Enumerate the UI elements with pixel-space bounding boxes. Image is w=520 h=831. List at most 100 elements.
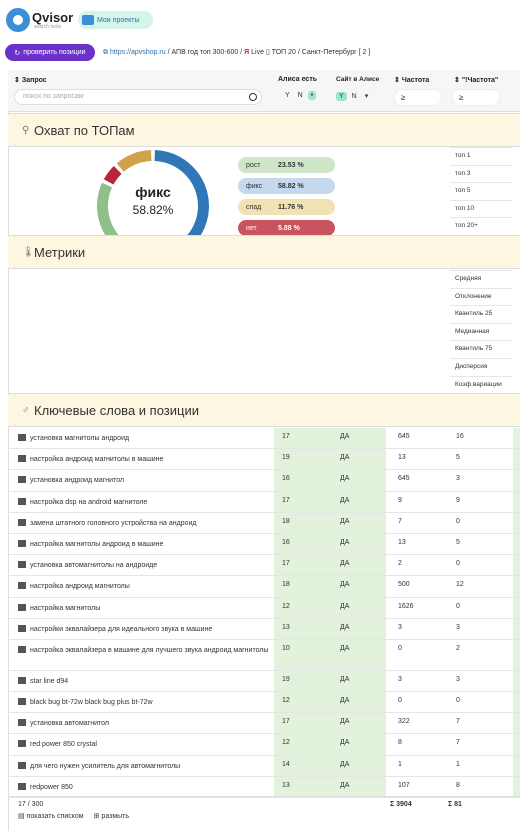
image-icon[interactable] <box>18 719 26 727</box>
show-list-button[interactable]: ▤ показать списком <box>18 813 84 820</box>
table-row[interactable]: установка автомагнитолы на андроиде 17 ДА 2… <box>8 555 520 577</box>
metrics-section-header[interactable]: 🌡 Метрики <box>8 235 520 269</box>
query-cell[interactable]: установка андроид магнитол <box>18 475 278 486</box>
col-freq[interactable]: ⇕ Частота <box>394 77 430 84</box>
image-icon[interactable] <box>18 603 26 611</box>
query-cell[interactable]: black bug bt-72w black bug plus bt-72w <box>18 697 278 708</box>
logo-icon[interactable] <box>6 8 30 32</box>
col-alice[interactable]: Алиса есть <box>278 76 318 83</box>
image-icon[interactable] <box>18 624 26 632</box>
query-cell[interactable]: установка автомагнитол <box>18 718 278 729</box>
query-cell[interactable]: настройки эквалайзера для идеального зву… <box>18 624 278 635</box>
image-icon[interactable] <box>18 434 26 441</box>
spread-button[interactable]: ⊞ размыть <box>93 813 130 820</box>
project-line: ↻ проверить позиции ⧉ https://apvshop.ru… <box>0 44 520 64</box>
table-row[interactable]: black bug bt-72w black bug plus bt-72w 12… <box>8 692 520 714</box>
site-alice-cell: ДА <box>330 692 386 713</box>
check-positions-button[interactable]: ↻ проверить позиции <box>5 44 95 61</box>
table-row[interactable]: настройка андроид магнитолы в машине 19 ДА… <box>8 449 520 471</box>
qfreq-cell: 2 <box>456 644 460 652</box>
legend-value: 5.88 % <box>278 224 300 232</box>
freq-cell: 0 <box>398 697 402 705</box>
image-icon[interactable] <box>18 497 26 505</box>
yandex-icon: Я <box>244 49 250 56</box>
query-cell[interactable]: для чего нужен усилитель для автомагнито… <box>18 761 278 772</box>
query-cell[interactable]: настройка эквалайзера в машине для лучше… <box>18 645 278 656</box>
image-icon[interactable] <box>18 645 26 653</box>
metric-row: Квантиль 25 <box>450 305 512 323</box>
qfreq-cell: 0 <box>456 602 460 610</box>
site-alice-cell: ДА <box>330 512 386 533</box>
qfreq-cell: 3 <box>456 623 460 631</box>
table-row[interactable]: для чего нужен усилитель для автомагнито… <box>8 755 520 777</box>
query-cell[interactable]: red power 850 crystal <box>18 739 278 750</box>
next-cell <box>513 618 520 639</box>
keywords-section-header[interactable]: ♂ Ключевые слова и позиции <box>8 393 520 427</box>
table-row[interactable]: настройка эквалайзера в машине для лучше… <box>8 639 520 671</box>
query-cell[interactable]: настройка магнитолы андроид в машине <box>18 539 278 550</box>
table-row[interactable]: настройка dsp на android магнитоле 17 ДА 9 9 <box>8 491 520 513</box>
table-row[interactable]: настройка андроид магнитолы 18 ДА 500 12 <box>8 576 520 598</box>
site-alice-filter[interactable]: Y N ▾ <box>336 91 371 101</box>
image-icon[interactable] <box>18 561 26 569</box>
legend-label: нет <box>246 224 257 232</box>
image-icon[interactable] <box>18 582 26 590</box>
table-row[interactable]: redpower 850 13 ДА 107 8 <box>8 776 520 798</box>
image-icon[interactable] <box>18 455 26 463</box>
legend-item-1: фикс 58.82 % <box>238 178 335 194</box>
image-icon[interactable] <box>18 476 26 484</box>
col-site-in-alice[interactable]: Сайт в Алисе <box>336 76 380 83</box>
search-input[interactable]: поиск по запросам <box>14 89 262 105</box>
my-projects-button[interactable]: Мои проекты <box>78 11 153 29</box>
col-query[interactable]: ⇕ Запрос <box>14 77 47 84</box>
qfreq-filter-input[interactable]: ≥ <box>452 89 500 106</box>
query-cell[interactable]: star line d94 <box>18 676 278 687</box>
site-alice-cell: ДА <box>330 734 386 755</box>
metrics-title: Метрики <box>34 245 86 260</box>
table-row[interactable]: замена штатного головного устройства на … <box>8 512 520 534</box>
live-label[interactable]: Live <box>251 49 264 56</box>
query-cell[interactable]: настройка андроид магнитолы <box>18 581 278 592</box>
table-row[interactable]: red power 850 crystal 12 ДА 8 7 <box>8 734 520 756</box>
image-icon[interactable] <box>18 782 26 790</box>
query-cell[interactable]: настройка андроид магнитолы в машине <box>18 454 278 465</box>
table-row[interactable]: настройка магнитолы андроид в машине 16 ДА… <box>8 533 520 556</box>
table-row[interactable]: установка магнитолы андроид 17 ДА 645 16 <box>8 428 520 450</box>
table-footer: 17 / 300 ▤ показать списком ⊞ размыть Σ … <box>8 796 520 831</box>
donut-center-value: 58.82% <box>133 203 174 217</box>
alice-cell: 12 <box>274 597 330 618</box>
image-icon[interactable] <box>18 740 26 748</box>
top-bar: Qvisor search tools Мои проекты <box>0 0 520 38</box>
share-icon: ⚲ <box>22 125 30 136</box>
query-cell[interactable]: настройка dsp на android магнитоле <box>18 497 278 508</box>
table-row[interactable]: star line d94 19 ДА 3 3 <box>8 670 520 693</box>
donut-segment-grow <box>97 182 128 253</box>
freq-filter-input[interactable]: ≥ <box>394 89 442 106</box>
query-cell[interactable]: настройка магнитолы <box>18 603 278 614</box>
site-alice-cell: ДА <box>330 576 386 597</box>
alice-cell: 17 <box>274 428 330 449</box>
query-cell[interactable]: redpower 850 <box>18 782 278 793</box>
image-icon[interactable] <box>18 539 26 547</box>
site-link[interactable]: https://apvshop.ru <box>109 49 166 56</box>
logo-subtitle: search tools <box>34 24 61 30</box>
query-cell[interactable]: установка магнитолы андроид <box>18 433 278 444</box>
table-row[interactable]: настройка магнитолы 12 ДА 1626 0 <box>8 597 520 619</box>
coverage-section-header[interactable]: ⚲ Охват по ТОПам <box>8 113 520 147</box>
search-icon[interactable] <box>249 93 257 101</box>
table-row[interactable]: установка автомагнитол 17 ДА 322 7 <box>8 713 520 735</box>
alice-filter[interactable]: Y N • <box>282 91 317 100</box>
col-qfreq[interactable]: ⇕ "!Частота" <box>454 77 499 84</box>
folder-icon <box>82 15 94 25</box>
query-cell[interactable]: установка автомагнитолы на андроиде <box>18 560 278 571</box>
image-icon[interactable] <box>18 518 26 526</box>
freq-cell: 645 <box>398 433 410 440</box>
next-cell <box>513 533 520 555</box>
table-row[interactable]: настройки эквалайзера для идеального зву… <box>8 618 520 640</box>
check-positions-label: проверить позиции <box>23 49 86 56</box>
table-row[interactable]: установка андроид магнитол 16 ДА 645 3 <box>8 470 520 492</box>
image-icon[interactable] <box>18 761 26 769</box>
image-icon[interactable] <box>18 698 26 706</box>
query-cell[interactable]: замена штатного головного устройства на … <box>18 518 278 529</box>
image-icon[interactable] <box>18 676 26 684</box>
